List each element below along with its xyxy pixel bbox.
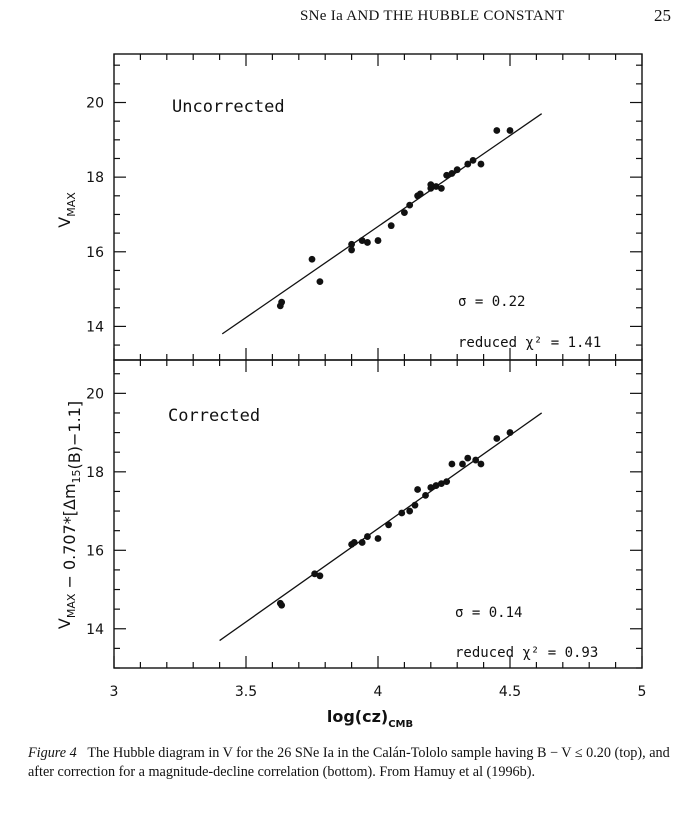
data-point — [493, 435, 501, 442]
data-point — [448, 170, 456, 177]
data-point — [427, 181, 435, 189]
data-point — [316, 278, 324, 286]
panel-uncorrected: 14 16 18 20 Uncorrected σ = 0.22 reduced χ² = … — [55, 53, 643, 361]
data-point — [427, 484, 435, 491]
data-point — [308, 255, 316, 263]
data-point — [278, 601, 286, 609]
hubble-diagram-figure: 14 16 18 20 Uncorrected σ = 0.22 reduced χ² = … — [55, 53, 647, 730]
data-point — [443, 478, 451, 486]
data-point — [493, 127, 501, 134]
x-tick-label: 3.5 — [235, 684, 257, 700]
y-tick-label: 18 — [86, 170, 104, 186]
data-point — [348, 246, 355, 254]
chi-squared-annotation: reduced χ² = 0.93 — [455, 645, 598, 661]
fit-line — [219, 412, 543, 642]
figure-caption: Figure 4 The Hubble diagram in V for the… — [28, 744, 676, 782]
data-point — [506, 429, 514, 436]
data-point — [437, 184, 445, 192]
data-point — [387, 222, 395, 230]
data-point — [401, 209, 408, 216]
caption-text: The Hubble diagram in V for the 26 SNe I… — [28, 745, 670, 780]
x-axis-label: log(cz)CMB — [327, 707, 413, 730]
y-tick-label: 16 — [86, 245, 104, 261]
data-point — [437, 480, 445, 487]
running-head: SNe Ia AND THE HUBBLE CONSTANT 25 — [0, 6, 684, 28]
data-point — [316, 572, 324, 580]
y-tick-label: 20 — [86, 386, 104, 402]
data-point — [358, 237, 366, 244]
data-point — [448, 460, 456, 468]
data-point — [350, 539, 358, 546]
data-point — [406, 507, 414, 515]
y-tick-label: 20 — [86, 96, 104, 112]
y-tick-label: 18 — [86, 465, 104, 481]
data-point — [459, 460, 466, 468]
data-point — [469, 156, 477, 164]
data-point — [358, 539, 366, 546]
data-point — [432, 183, 440, 190]
y-tick-label: 14 — [86, 319, 104, 335]
data-point — [477, 160, 485, 168]
y-axis-label: VMAX − 0.707*[Δm15(B)−1.1] — [55, 401, 84, 629]
data-point — [374, 535, 382, 542]
sigma-annotation: σ = 0.22 — [458, 294, 525, 310]
data-point — [416, 190, 424, 198]
panel-corrected: 14 16 18 20 3 3.5 4 4.5 5 Corrected σ = 0.14 reduce… — [55, 359, 647, 700]
data-point — [374, 237, 382, 244]
data-point — [278, 298, 286, 306]
data-point — [453, 166, 461, 174]
data-point — [311, 570, 319, 578]
panel-title: Corrected — [168, 406, 260, 426]
sigma-annotation: σ = 0.14 — [455, 605, 522, 621]
y-tick-label: 14 — [86, 622, 104, 638]
data-point — [477, 460, 485, 468]
x-tick-label: 4.5 — [499, 684, 521, 700]
data-point — [506, 127, 514, 134]
chi-squared-annotation: reduced χ² = 1.41 — [458, 335, 601, 351]
data-point — [364, 239, 371, 246]
x-tick-label: 4 — [374, 684, 383, 700]
fit-line — [221, 113, 543, 335]
data-point — [411, 501, 419, 509]
data-point — [464, 160, 472, 168]
data-point — [348, 240, 355, 248]
data-point — [385, 521, 392, 529]
data-point — [364, 533, 371, 540]
y-tick-label: 16 — [86, 543, 104, 559]
x-tick-label: 3 — [110, 684, 119, 700]
y-axis-label: VMAX — [55, 192, 78, 228]
figure-label: Figure 4 — [28, 745, 77, 761]
data-point — [406, 201, 414, 209]
data-point — [414, 486, 421, 493]
data-point — [398, 509, 406, 517]
data-point — [472, 456, 480, 464]
data-point — [464, 454, 472, 462]
data-point — [443, 171, 451, 179]
panel-title: Uncorrected — [172, 97, 285, 117]
running-title: SNe Ia AND THE HUBBLE CONSTANT — [300, 8, 565, 24]
data-point — [422, 491, 429, 499]
data-point — [432, 482, 440, 489]
page-number: 25 — [654, 6, 671, 25]
x-tick-label: 5 — [638, 684, 647, 700]
